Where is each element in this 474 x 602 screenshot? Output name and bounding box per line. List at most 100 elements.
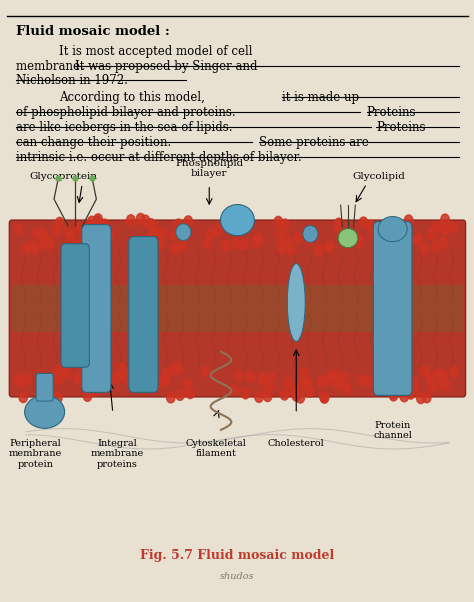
Circle shape [152,379,161,390]
Circle shape [276,235,285,246]
Circle shape [81,220,90,231]
Circle shape [51,225,60,236]
Text: Cytoskeletal
filament: Cytoskeletal filament [186,439,247,458]
Text: Peripheral
membrane
protein: Peripheral membrane protein [9,439,62,468]
Circle shape [320,393,329,403]
Text: Cholesterol: Cholesterol [268,439,325,448]
Circle shape [171,364,180,374]
Ellipse shape [176,224,191,240]
Circle shape [389,390,398,401]
Circle shape [74,240,82,250]
Circle shape [327,370,336,381]
Circle shape [438,378,447,389]
Circle shape [32,243,41,254]
Circle shape [400,391,409,402]
Text: it is made up: it is made up [282,92,359,104]
Circle shape [111,373,120,384]
Circle shape [264,391,272,402]
Circle shape [335,218,343,229]
Circle shape [120,371,128,382]
Circle shape [374,368,382,379]
Circle shape [388,385,396,396]
Circle shape [283,235,291,246]
Circle shape [400,364,409,375]
Ellipse shape [287,264,305,341]
Circle shape [305,234,313,245]
Circle shape [119,368,128,379]
Circle shape [332,370,340,380]
Circle shape [421,366,429,376]
Circle shape [91,385,99,396]
Text: of phospholipid bilayer and proteins.: of phospholipid bilayer and proteins. [17,106,236,119]
Circle shape [87,380,96,391]
Circle shape [158,228,167,239]
Circle shape [156,377,164,388]
Circle shape [141,242,149,253]
Circle shape [156,236,164,247]
Text: Some proteins are: Some proteins are [259,136,368,149]
Circle shape [258,373,266,383]
Circle shape [278,244,286,255]
Circle shape [395,231,403,242]
Circle shape [441,214,449,225]
Circle shape [117,362,126,373]
Circle shape [355,237,364,247]
Circle shape [318,376,327,387]
Circle shape [45,239,54,250]
Circle shape [184,216,192,226]
Circle shape [428,382,437,393]
Circle shape [315,244,323,255]
Circle shape [214,225,222,235]
Circle shape [19,392,27,403]
Circle shape [81,229,90,240]
Text: It is most accepted model of cell: It is most accepted model of cell [59,45,252,58]
Circle shape [171,243,179,254]
Circle shape [409,376,417,387]
Circle shape [221,240,229,251]
Circle shape [15,225,23,235]
Circle shape [186,388,194,399]
Circle shape [335,223,343,234]
Circle shape [284,377,292,388]
Circle shape [100,219,109,230]
Circle shape [132,237,141,248]
Circle shape [258,374,267,385]
Circle shape [126,377,135,388]
Circle shape [92,216,101,226]
Circle shape [323,374,331,385]
Circle shape [264,382,273,392]
Circle shape [380,235,389,246]
Circle shape [432,222,441,233]
Circle shape [141,215,150,226]
FancyBboxPatch shape [61,244,89,367]
Text: Proteins: Proteins [376,121,426,134]
Circle shape [55,217,64,228]
Text: are like icebergs in the sea of lipids.: are like icebergs in the sea of lipids. [17,121,233,134]
Circle shape [252,237,261,248]
Circle shape [292,390,301,401]
Circle shape [320,392,328,403]
Circle shape [370,231,378,242]
Circle shape [231,238,239,249]
Circle shape [420,243,428,254]
Circle shape [88,216,96,227]
Circle shape [94,214,102,225]
Circle shape [442,380,451,391]
Circle shape [304,377,312,388]
Text: Fluid mosaic model :: Fluid mosaic model : [17,25,170,39]
Circle shape [432,241,440,252]
Circle shape [408,235,416,246]
Circle shape [150,228,158,239]
Circle shape [294,232,302,243]
Circle shape [74,223,83,234]
Circle shape [357,374,365,385]
Circle shape [203,237,211,248]
Circle shape [38,228,46,239]
Circle shape [448,222,457,232]
Circle shape [325,242,333,253]
Circle shape [66,231,74,242]
Circle shape [175,363,183,373]
Circle shape [410,382,418,393]
Ellipse shape [338,229,358,247]
Text: Phospholipid
bilayer: Phospholipid bilayer [175,159,243,178]
